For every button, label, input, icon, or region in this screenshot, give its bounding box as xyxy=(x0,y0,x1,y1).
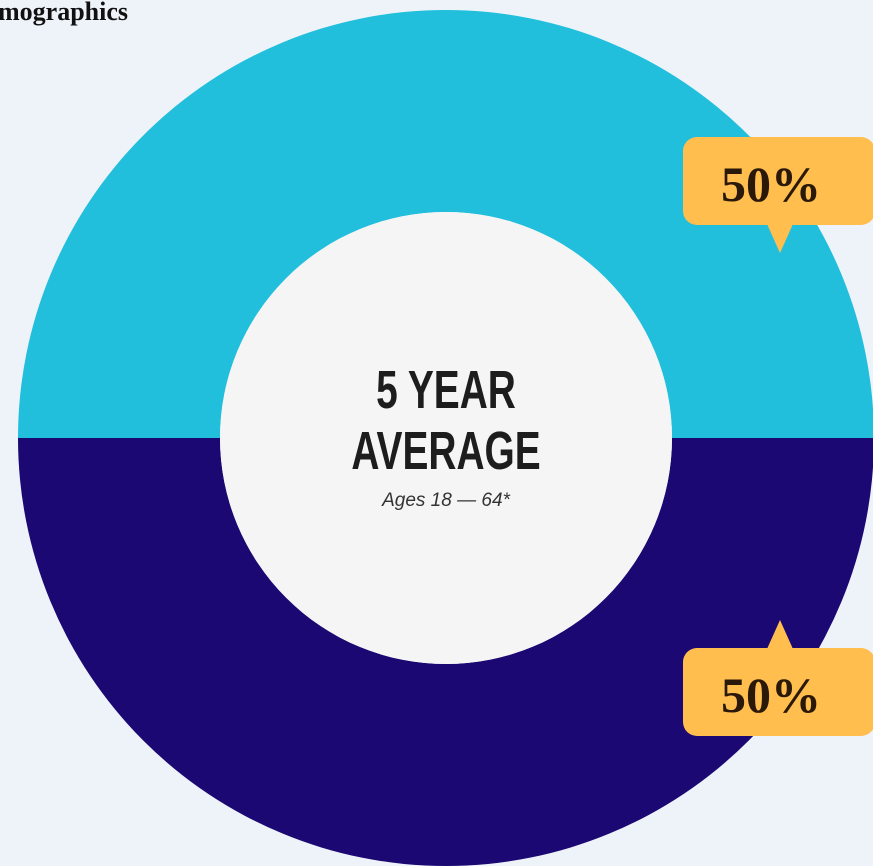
segments xyxy=(18,10,873,866)
value-label: 50% xyxy=(721,156,821,212)
center-line: 5 YEAR xyxy=(376,359,516,420)
callout-box xyxy=(683,648,873,736)
callout-pointer xyxy=(767,224,793,253)
center-text: 5 YEAR AVERAGE xyxy=(351,359,540,481)
center-subtitle: Ages 18 — 64* xyxy=(381,490,510,511)
donut-segment xyxy=(18,438,873,866)
callout-pointer xyxy=(767,620,793,649)
callout-box xyxy=(683,137,873,225)
donut-hole xyxy=(220,212,672,664)
center-line: AVERAGE xyxy=(351,420,540,481)
chart-title: mographics xyxy=(0,0,128,26)
value-label: 50% xyxy=(721,667,821,723)
donut-segment xyxy=(18,10,873,438)
value-labels: 50% 50% xyxy=(683,137,873,736)
